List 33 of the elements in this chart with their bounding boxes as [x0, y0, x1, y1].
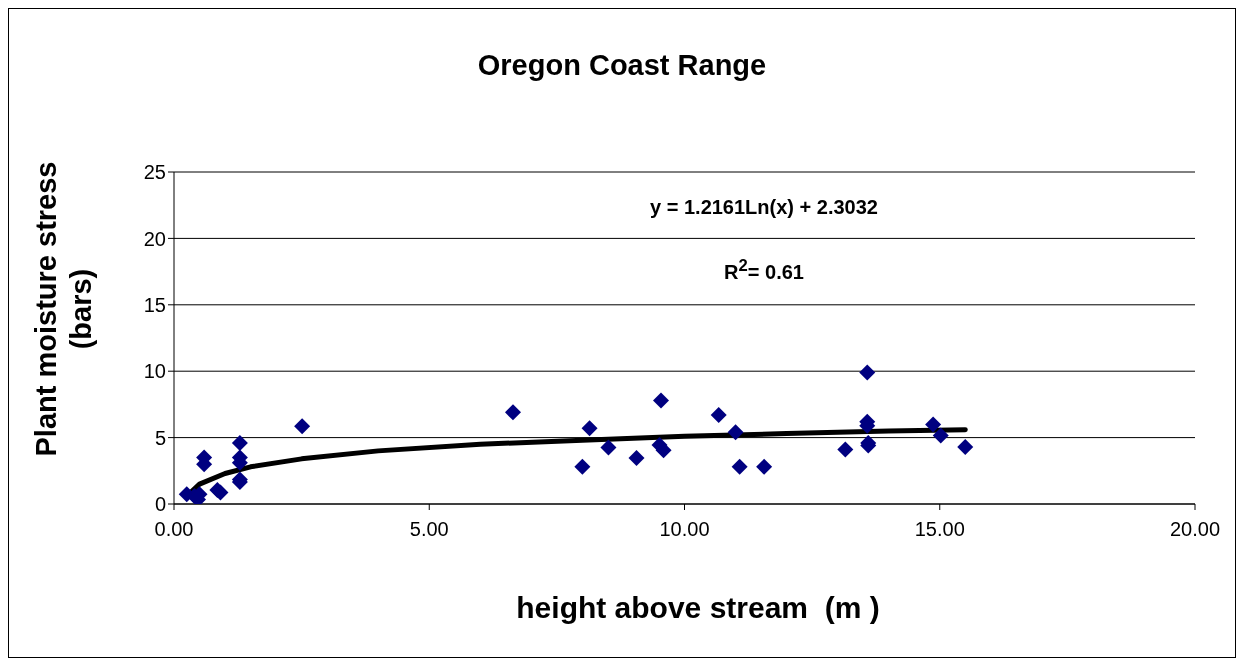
- point: [727, 424, 744, 441]
- point: [600, 439, 617, 456]
- y-tick-label: 25: [143, 161, 166, 184]
- chart-title: Oregon Coast Range: [476, 49, 768, 82]
- x-tick-label: 0.00: [154, 518, 194, 541]
- point: [925, 416, 942, 433]
- x-tick-label: 5.00: [409, 518, 449, 541]
- point: [653, 392, 670, 409]
- point: [731, 458, 748, 475]
- point: [574, 458, 591, 475]
- annotation: R$^{2}$= 0.61: [724, 256, 804, 284]
- x-tick-label: 20.00: [1169, 518, 1221, 541]
- point: [932, 427, 949, 444]
- point: [504, 404, 521, 421]
- x-tick-label: 10.00: [659, 518, 710, 541]
- point: [859, 364, 876, 381]
- point: [581, 420, 598, 437]
- point: [756, 458, 773, 475]
- y-tick-label: 20: [143, 227, 166, 250]
- x-tick-label: 15.00: [914, 518, 965, 541]
- x-axis-title: height above stream (m ): [515, 591, 881, 625]
- y-axis-title: Plant moisture stress (bars): [29, 161, 98, 457]
- point: [957, 438, 974, 455]
- y-tick-label: 0: [154, 493, 166, 516]
- annotation: y = 1.2161Ln(x) + 2.3032: [650, 196, 878, 219]
- y-tick-label: 10: [143, 360, 166, 383]
- y-tick-label: 5: [154, 426, 166, 449]
- point: [231, 434, 248, 451]
- point: [710, 407, 727, 424]
- y-tick-label: 15: [143, 293, 166, 316]
- point: [837, 441, 854, 458]
- point: [628, 449, 645, 466]
- point: [294, 418, 311, 435]
